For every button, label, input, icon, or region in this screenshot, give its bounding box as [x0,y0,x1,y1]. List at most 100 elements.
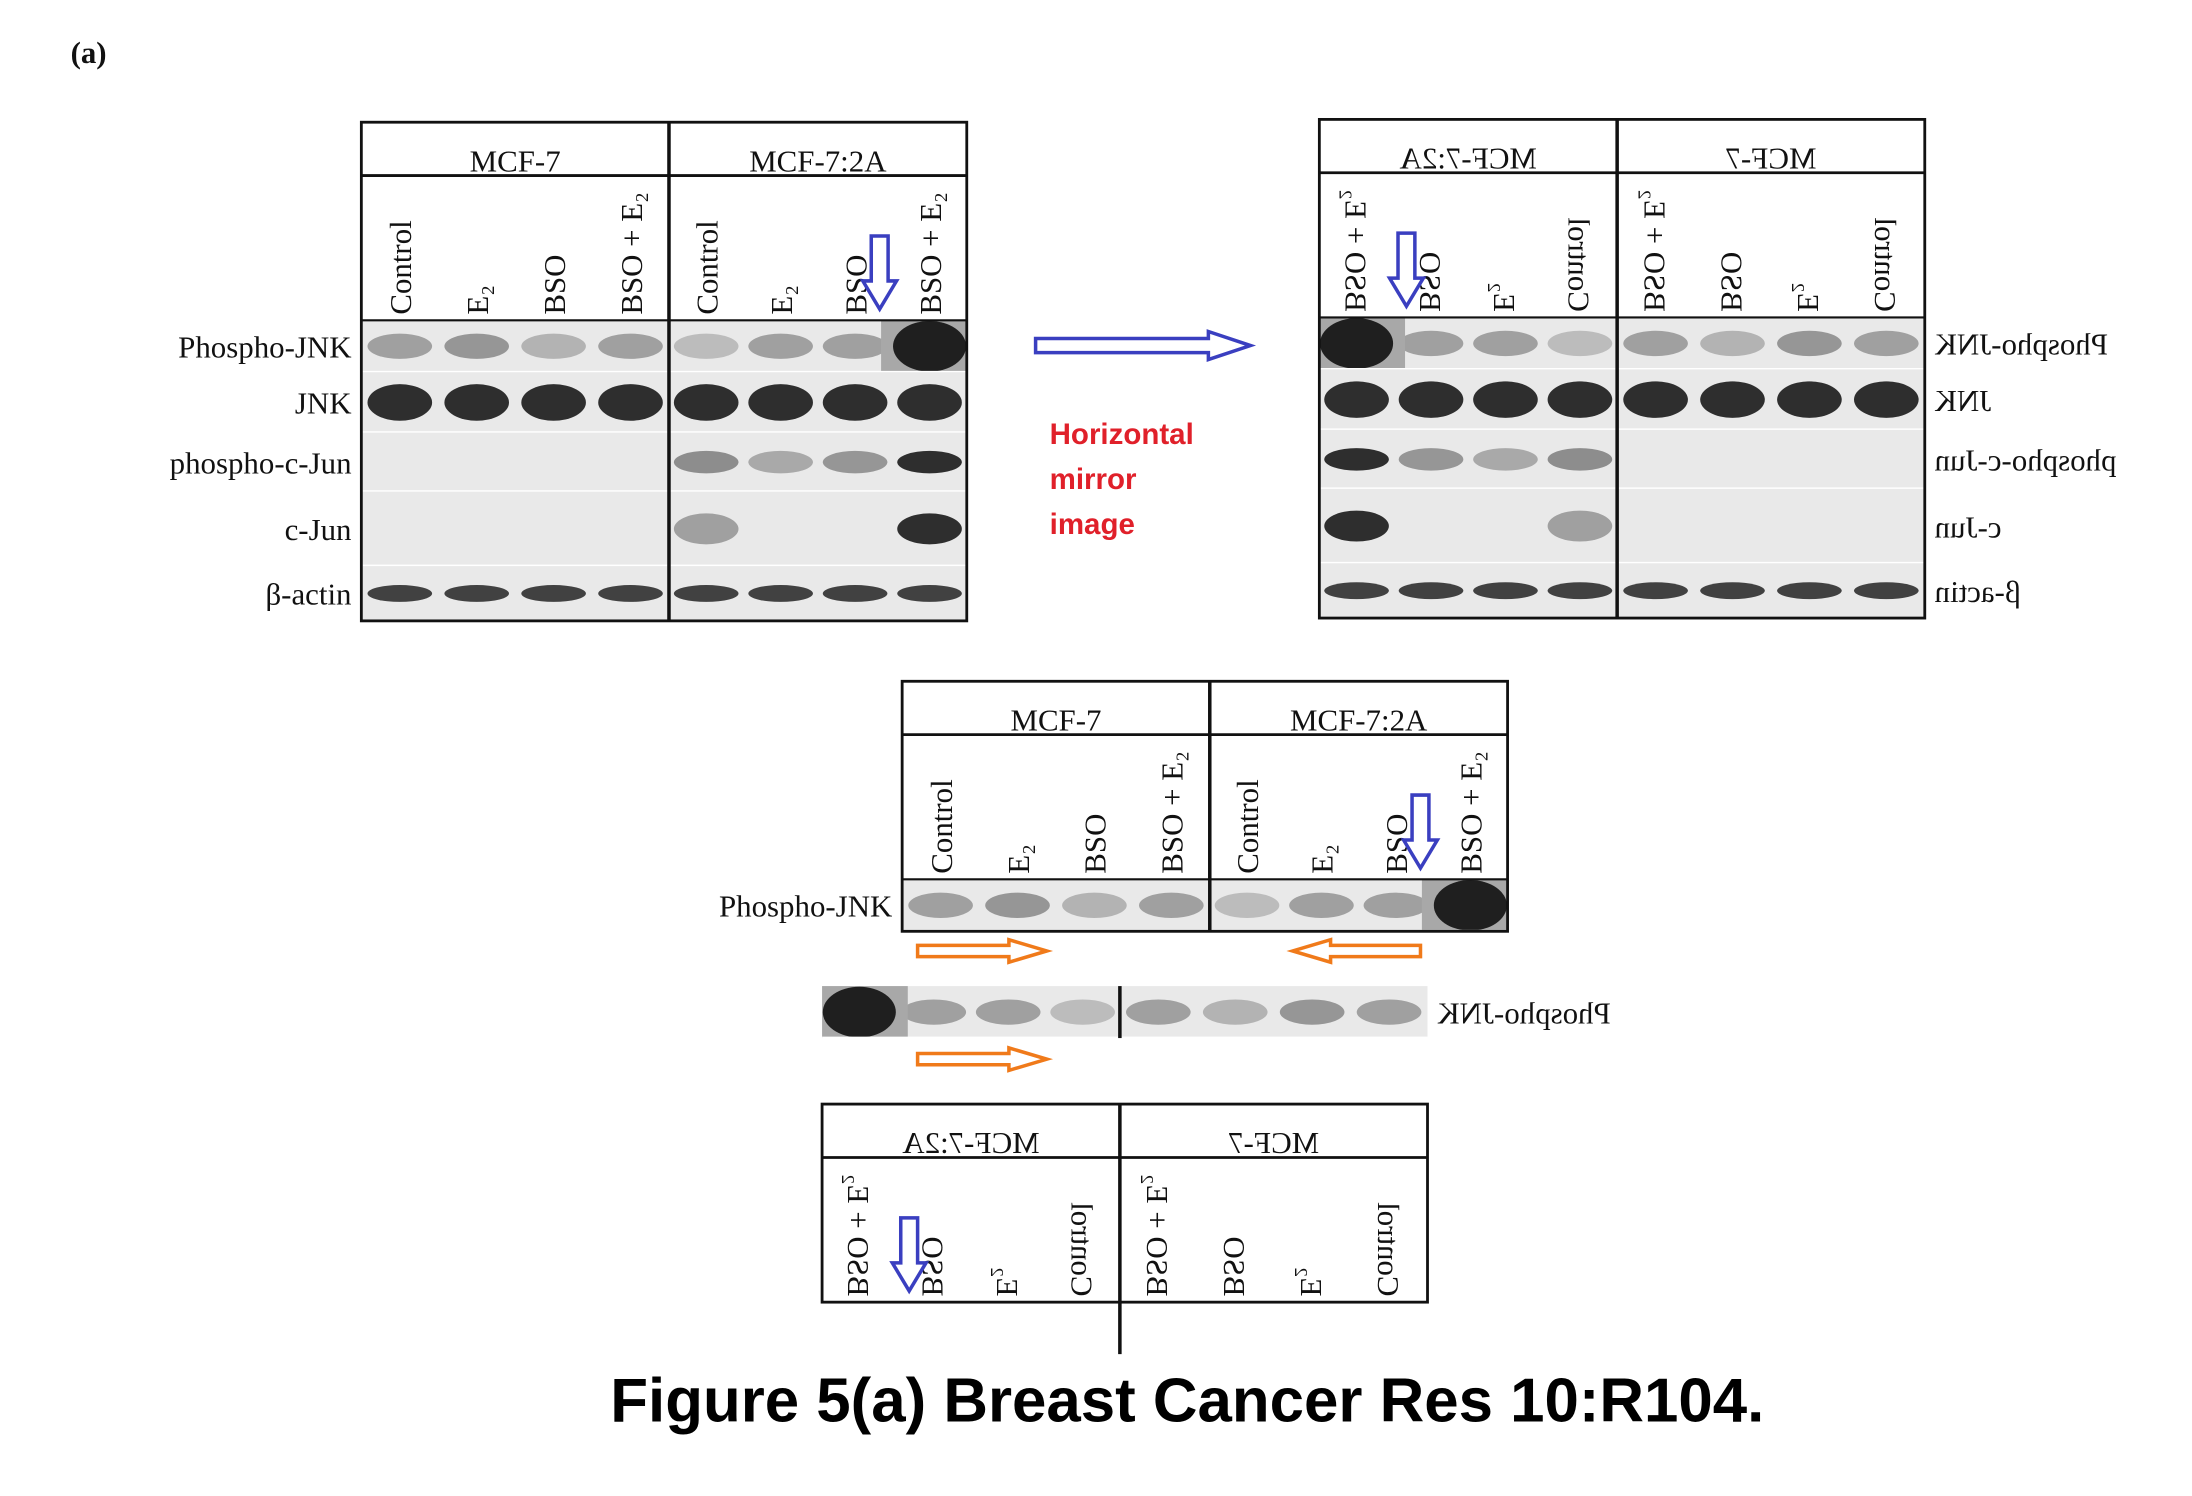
lane-label: E₂ [460,285,495,315]
panel-border [1317,117,1927,620]
band [1398,582,1464,600]
band [1433,880,1507,931]
band [444,384,510,421]
band [893,320,967,372]
lane-label: Control [383,220,418,314]
row-label: JNK [1935,383,1992,418]
band [822,585,888,602]
lane-label: BSO + E₂ [1338,189,1373,312]
band [1547,381,1613,418]
blot-panel: Phospho-JNK [822,986,1611,1040]
band [1623,381,1688,418]
blot-panel: Phospho-JNK JNK phospho-c-Jun c-Jun β-actin M… [170,120,969,623]
lane-label: Control [1230,779,1265,873]
band [1623,330,1688,357]
band [367,585,433,602]
row-label: phospho-c-Jun [1935,443,2117,478]
lane-label: BSO [1714,252,1749,312]
lane-label: BSO + E₂ [1637,189,1672,312]
row-label: Phospho-JNK [1935,327,2108,362]
band [822,384,888,421]
band [1623,582,1688,600]
band [1777,381,1842,418]
lane-label: E₂ [1001,844,1036,874]
band [985,892,1050,918]
blot-panel: MCF-7 Control E₂ BSO BSO + E₂ MCF-7:2A Control… [820,1102,1429,1355]
arrow [1033,329,1257,363]
lane-label: E₂ [990,1267,1025,1297]
panel-border [900,679,1509,933]
band [673,333,739,359]
band [901,999,967,1025]
band [1547,448,1613,471]
band [1202,999,1268,1025]
band [748,450,813,474]
row-label: c-Jun [1935,509,2002,544]
arrow [1400,793,1441,872]
arrow [915,937,1054,965]
band [897,513,962,545]
lane-label: E₂ [1487,282,1522,312]
row-label: β-actin [1935,574,2021,609]
band [822,333,888,359]
band [1214,892,1280,918]
band [1324,381,1389,418]
band [1279,999,1345,1025]
arrow [1286,937,1423,965]
group-label: MCF-7:2A [1290,702,1428,737]
band [521,384,586,421]
band [1139,892,1204,918]
blot-panel: Phospho-JNK JNK phospho-c-Jun c-Jun β-actin M… [1317,117,2117,620]
group-label: MCF-7:2A [1399,141,1537,176]
band [897,384,962,421]
blot-panel: Phospho-JNK MCF-7 Control E₂ BSO BSO + E₂ MCF-… [719,679,1509,933]
arrow [859,234,900,313]
lane-label: BSO + E₂ [1454,751,1489,874]
lane-label: Control [689,220,724,314]
band [975,999,1041,1025]
lane-label: BSO [1078,814,1113,874]
band [598,585,663,602]
row-label: Phospho-JNK [719,889,892,924]
band [521,333,586,359]
lane-label: Control [924,779,959,873]
band [1320,318,1394,369]
band [748,384,813,421]
annotation: image [1050,508,1135,541]
row-label: c-Jun [285,512,352,547]
group-label: MCF-7:2A [902,1125,1040,1160]
band [1854,381,1919,418]
band [598,384,663,421]
band [1324,582,1389,600]
blot-background [361,491,967,567]
row-label: Phospho-JNK [178,329,351,364]
panel-border [359,120,969,623]
band [1547,510,1613,542]
blot-background [1319,488,1925,564]
band [1398,381,1464,418]
band [1473,330,1538,357]
band [1356,999,1422,1025]
lane-label: Control [1562,217,1597,311]
band [1126,999,1191,1025]
band [1777,330,1842,357]
band [822,450,888,474]
annotation: Horizontal [1050,418,1194,451]
band [1324,448,1389,471]
band [1547,330,1613,357]
lane-label: Control [1868,217,1903,311]
group-label: MCF-7 [1228,1125,1319,1160]
band [1062,892,1127,918]
band [1050,999,1115,1025]
panels: Phospho-JNK JNK phospho-c-Jun c-Jun β-actin M… [170,117,2117,1355]
band [673,384,739,421]
lane-label: BSO + E₂ [841,1174,876,1297]
band [908,892,973,918]
lane-label: E₂ [764,285,799,315]
lane-label: BSO + E₂ [1155,751,1190,874]
band [1473,448,1538,471]
lane-label: BSO + E₂ [913,192,948,315]
band [1398,330,1464,357]
band [1854,582,1919,600]
